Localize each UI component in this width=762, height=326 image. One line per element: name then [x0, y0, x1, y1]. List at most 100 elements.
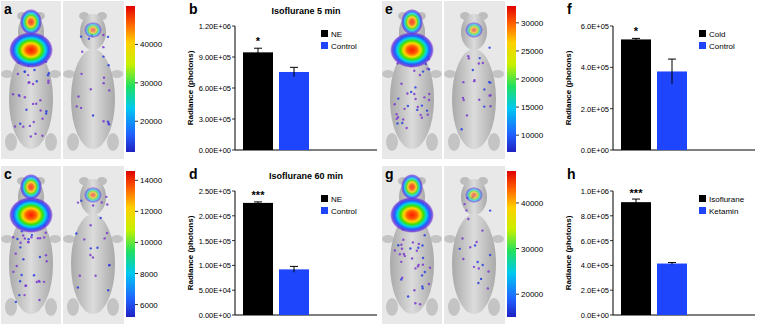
signal-speckle [27, 238, 29, 240]
signal-speckle [472, 69, 474, 71]
signal-speckle [92, 114, 94, 116]
mouse-head [461, 14, 487, 50]
signal-speckle [80, 73, 82, 75]
mouse-leg [488, 133, 500, 151]
legend-swatch [699, 42, 706, 49]
signal-speckle [478, 267, 480, 269]
colorbar-tick-label: 20000 [140, 117, 163, 126]
colorbar-tick [135, 273, 138, 274]
signal-speckle [37, 237, 39, 239]
signal-speckle [32, 83, 34, 85]
error-cap [254, 201, 262, 202]
mouse-body [452, 214, 496, 314]
y-tick-label: 0.0E+00 [581, 146, 609, 155]
signal-speckle [462, 97, 464, 99]
panel-label: c [4, 166, 12, 182]
signal-speckle [413, 93, 415, 95]
colorbar-tick-label: 20000 [521, 290, 544, 299]
signal-speckle [45, 232, 47, 234]
signal-speckle [45, 110, 47, 112]
signal-speckle [79, 275, 81, 277]
signal-speckle [478, 62, 480, 64]
y-tick-label: 6.0E+05 [581, 237, 609, 246]
y-tick-label: 0.0E+00 [581, 311, 609, 320]
signal-speckle [106, 232, 108, 234]
signal-speckle [460, 128, 462, 130]
signal-speckle [24, 237, 26, 239]
image-divider [61, 166, 63, 324]
signal-speckle [34, 132, 36, 134]
signal-speckle [487, 287, 489, 289]
bar-chart: fRadiance (photons)0.0E+002.0E+054.0E+05… [564, 1, 755, 155]
y-tick-label: 8.0E+05 [581, 212, 609, 221]
signal-speckle [426, 67, 428, 69]
signal-speckle [22, 234, 24, 236]
signal-speckle [38, 280, 40, 282]
significance: *** [630, 187, 644, 199]
panel-label: g [385, 166, 394, 182]
mouse-body [452, 49, 496, 149]
signal-speckle [24, 96, 26, 98]
signal-speckle [45, 112, 47, 114]
signal-speckle [482, 264, 484, 266]
mouse-leg [67, 133, 79, 151]
signal-speckle [107, 36, 109, 38]
signal-speckle [80, 107, 82, 109]
signal-speckle [27, 241, 29, 243]
signal-speckle [108, 89, 110, 91]
error-bar [294, 67, 295, 76]
signal-speckle [427, 113, 429, 115]
signal-speckle [462, 81, 464, 83]
legend-swatch [321, 207, 328, 214]
significance: * [256, 35, 261, 47]
panel-label: a [4, 1, 12, 17]
y-axis-label: Radiance (photons) [564, 50, 573, 125]
signal-speckle [489, 81, 491, 83]
signal-speckle [465, 209, 467, 211]
image-panel: e1000015000200002500030000 [382, 1, 544, 159]
signal-speckle [467, 218, 469, 220]
legend-label: Ketamin [709, 207, 738, 216]
error-cap [668, 262, 676, 263]
y-tick-label: 1.50E+05 [199, 237, 231, 246]
signal-speckle [88, 38, 90, 40]
mouse-head [461, 179, 487, 215]
chart-title: Isoflurane 5 min [271, 6, 340, 16]
signal-speckle [43, 236, 45, 238]
legend-swatch [321, 195, 328, 202]
error-cap [668, 59, 676, 60]
bar [279, 269, 309, 315]
mouse-leg [448, 298, 460, 316]
y-tick-label: 6.00E+05 [199, 84, 231, 93]
signal-speckle [475, 241, 477, 243]
mouse-leg [488, 298, 500, 316]
bar [243, 203, 273, 315]
mouse-arm [492, 235, 504, 243]
mouse-body [71, 49, 115, 149]
signal-speckle [469, 246, 471, 248]
colorbar-tick [516, 294, 519, 295]
chart-title: Isoflurane 60 min [269, 171, 343, 181]
colorbar [507, 171, 516, 317]
image-panel: a200003000040000 [1, 1, 163, 159]
colorbar-tick [516, 248, 519, 249]
signal-speckle [89, 254, 91, 256]
bar [657, 264, 687, 315]
colorbar-tick-label: 30000 [140, 79, 163, 88]
signal-speckle [421, 274, 423, 276]
signal-speckle [428, 283, 430, 285]
colorbar-tick-label: 30000 [521, 19, 544, 28]
signal-speckle [23, 70, 25, 72]
image-panel: c60008000100001200014000 [1, 166, 163, 324]
y-tick-label: 1.00E+05 [199, 261, 231, 270]
image-divider [442, 1, 444, 159]
signal-speckle [417, 106, 419, 108]
signal-blob [84, 187, 102, 203]
significance: * [634, 25, 639, 37]
signal-speckle [414, 267, 416, 269]
mouse-arm [1, 235, 13, 243]
signal-speckle [488, 46, 490, 48]
signal-speckle [402, 239, 404, 241]
signal-speckle [483, 105, 485, 107]
signal-speckle [16, 238, 18, 240]
